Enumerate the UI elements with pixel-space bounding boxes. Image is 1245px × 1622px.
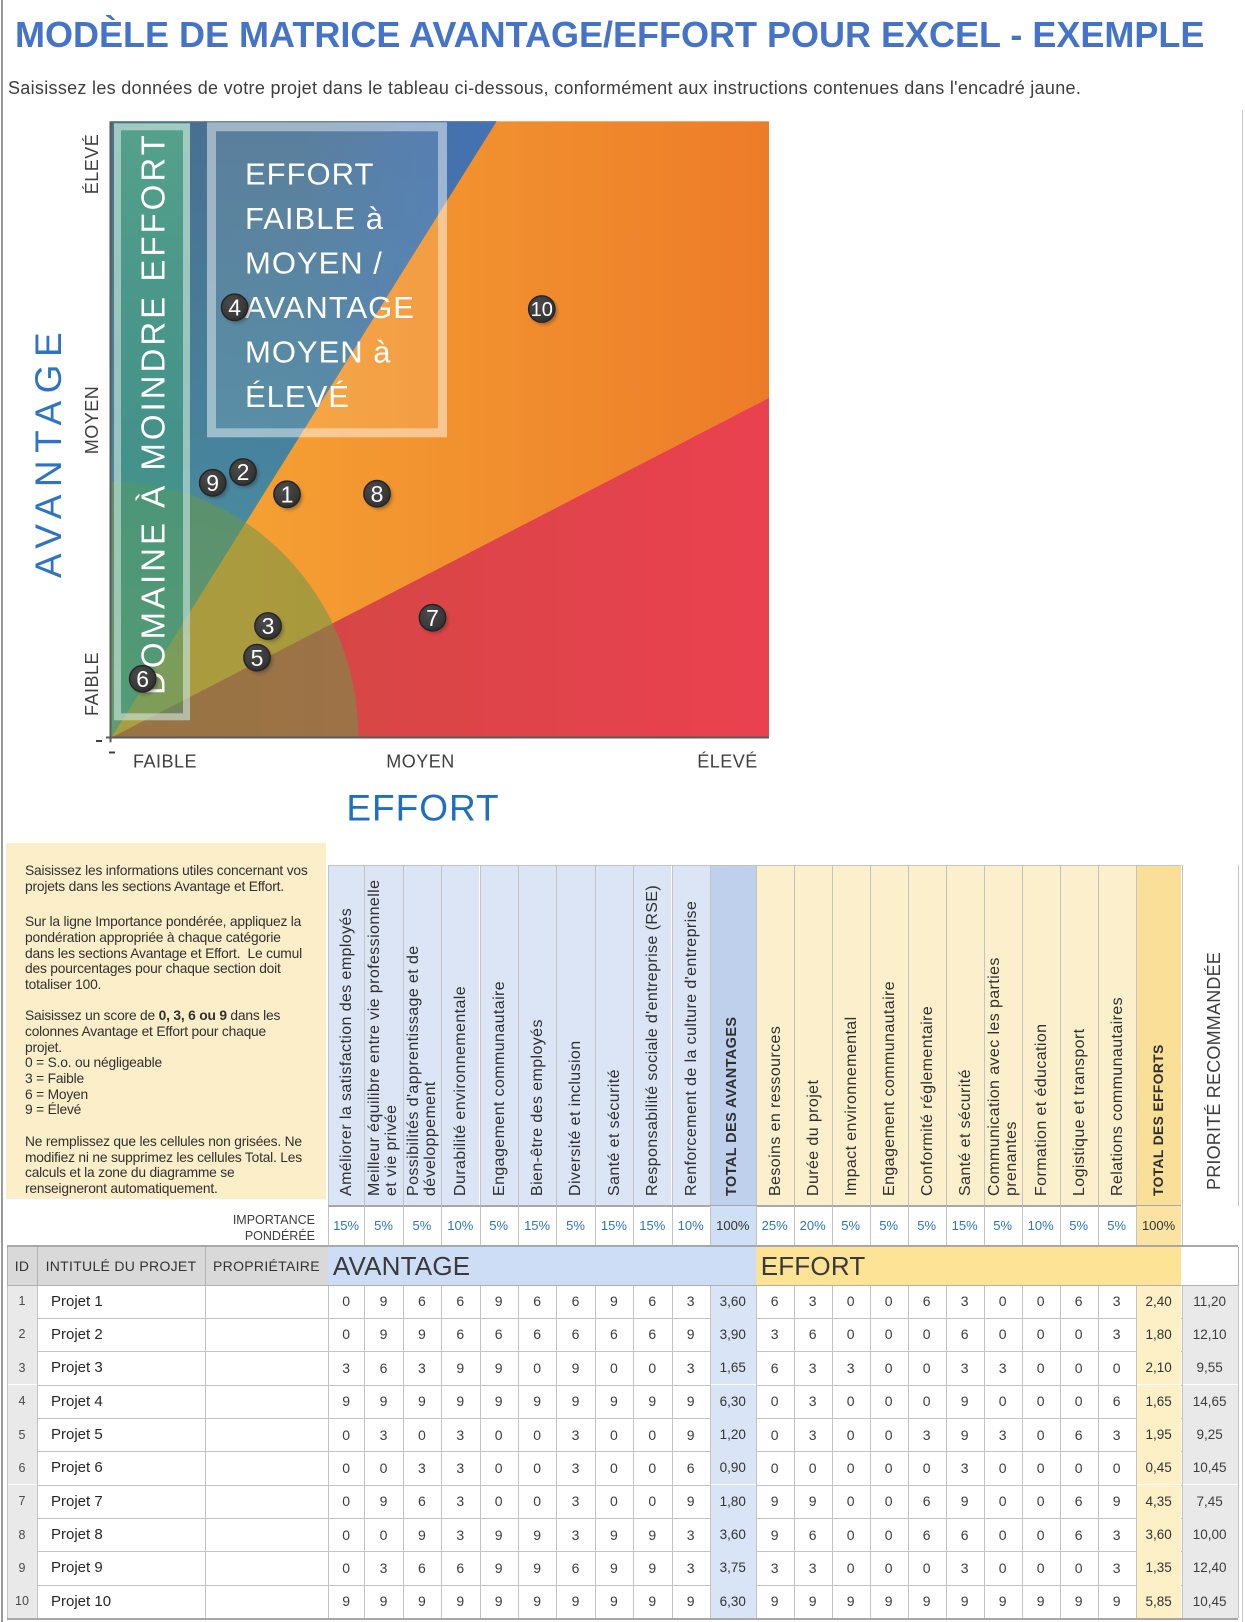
svg-text:1: 1: [281, 482, 294, 508]
svg-text:ÉLEVÉ: ÉLEVÉ: [82, 134, 102, 195]
svg-text:AVANTAGE: AVANTAGE: [245, 290, 415, 325]
svg-text:MOYEN: MOYEN: [386, 752, 455, 772]
svg-text:MOYEN: MOYEN: [82, 386, 102, 455]
svg-text:FAIBLE à: FAIBLE à: [245, 201, 384, 236]
svg-text:ÉLEVÉ: ÉLEVÉ: [245, 379, 350, 414]
svg-text:FAIBLE: FAIBLE: [82, 652, 102, 716]
svg-text:8: 8: [371, 481, 384, 507]
svg-text:MOYEN à: MOYEN à: [245, 335, 392, 370]
svg-text:FAIBLE: FAIBLE: [133, 752, 197, 772]
svg-text:9: 9: [206, 470, 219, 496]
svg-text:EFFORT: EFFORT: [245, 157, 374, 192]
svg-text:10: 10: [531, 299, 553, 321]
svg-text:7: 7: [426, 605, 439, 631]
svg-text:ÉLEVÉ: ÉLEVÉ: [697, 752, 758, 772]
svg-text:2: 2: [237, 459, 250, 485]
svg-text:4: 4: [228, 295, 241, 321]
svg-text:5: 5: [251, 645, 264, 671]
svg-text:EFFORT: EFFORT: [346, 788, 499, 829]
svg-text:6: 6: [136, 666, 149, 692]
svg-text:AVANTAGE: AVANTAGE: [28, 325, 69, 578]
svg-text:3: 3: [262, 613, 275, 639]
svg-text:DOMAINE À MOINDRE EFFORT: DOMAINE À MOINDRE EFFORT: [135, 132, 172, 695]
svg-text:MOYEN /: MOYEN /: [245, 246, 383, 281]
